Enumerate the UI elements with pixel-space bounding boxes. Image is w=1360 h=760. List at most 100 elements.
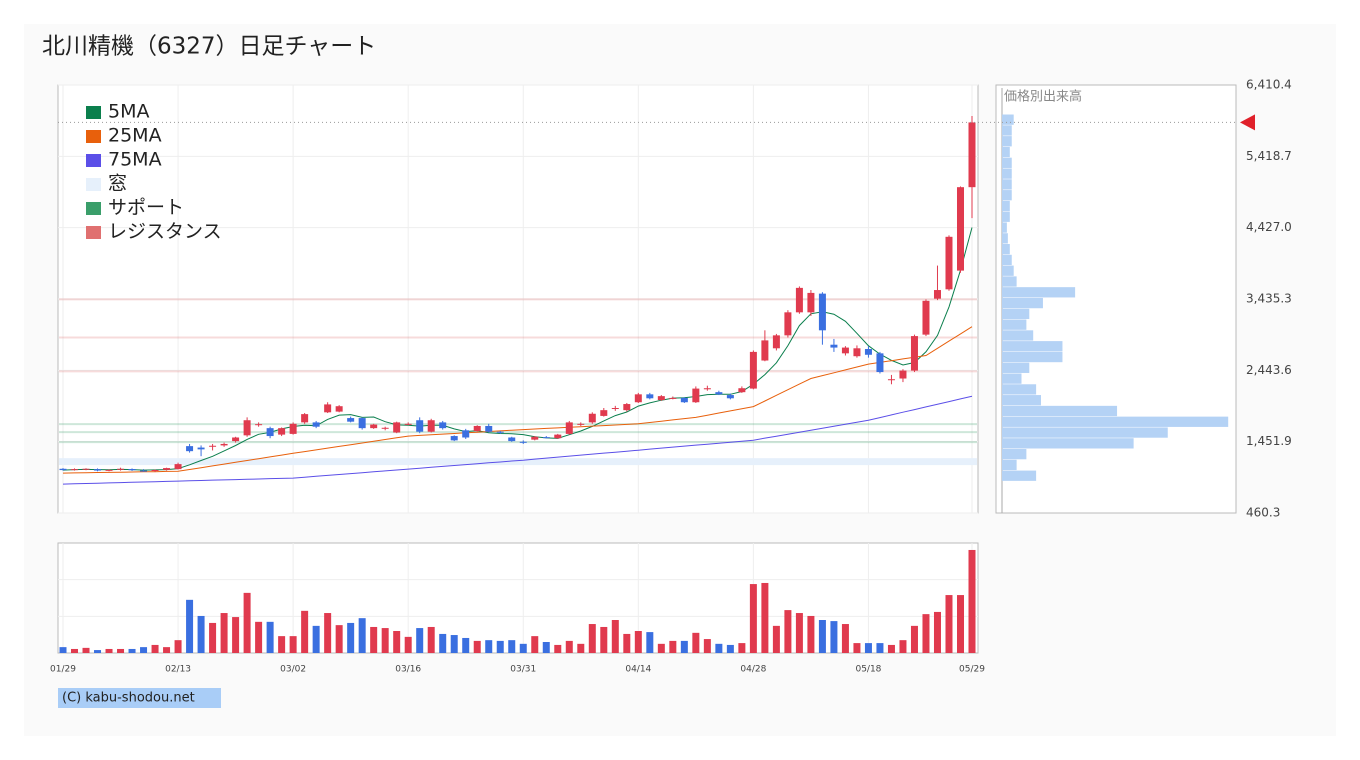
profile-bar [1002,146,1010,158]
candle-body [151,470,159,472]
profile-bar [1002,190,1012,201]
volume-bar [761,582,769,653]
volume-bar [864,643,872,653]
volume-bar [830,621,838,653]
candle-body [887,379,895,381]
profile-title: 価格別出来高 [1004,89,1082,105]
candle-body [163,468,171,470]
volume-bar [715,643,723,653]
profile-bar [1002,341,1063,352]
candle-body [715,392,723,395]
profile-bar [1002,125,1012,136]
candle-body [669,397,677,399]
volume-bar [232,617,240,653]
profile-bar [1002,233,1008,244]
volume-bar [381,628,389,653]
candle-body [439,422,447,429]
y-tick-label: 3,435.3 [1246,292,1292,306]
candle-body [301,414,309,423]
volume-bar [726,644,734,653]
legend-label: 5MA [108,101,149,123]
profile-bar [1002,254,1012,266]
profile-bar [1002,362,1030,373]
candle-body [324,404,332,413]
candle-body [289,423,297,434]
candle-body [703,388,711,390]
y-tick-label: 1,451.9 [1246,434,1292,448]
candle-body [427,420,435,432]
volume-bar [358,618,366,653]
volume-bar [128,648,136,653]
candle-body [554,434,562,439]
profile-bar [1002,114,1014,125]
candle-body [197,447,205,450]
candle-body [692,388,700,403]
volume-bar [910,625,918,653]
profile-bar [1002,200,1010,212]
volume-bar [669,640,677,653]
window-band [59,458,977,466]
copyright: (C) kabu-shodou.net [62,691,195,706]
candle-body [209,445,217,447]
candle-body [818,293,826,331]
volume-bar [554,644,562,653]
volume-bar [427,626,435,653]
profile-bar [1002,168,1012,179]
volume-bar [956,595,964,653]
legend-swatch [86,130,101,143]
candle-body [600,410,608,416]
volume-bar [876,643,884,653]
profile-bar [1002,384,1037,395]
volume-bar [255,621,263,653]
x-tick-label: 01/29 [50,665,76,675]
volume-bar [807,615,815,653]
volume-bar [82,647,90,653]
profile-bar [1002,136,1012,147]
volume-bar [278,636,286,653]
profile-bar [1002,351,1063,363]
volume-bar [163,647,171,653]
candle-body [358,418,366,429]
volume-bar [197,615,205,653]
legend-label: 窓 [108,173,127,195]
candle-body [542,437,550,439]
volume-bar [71,648,79,653]
candle-body [473,425,481,432]
candle-body [910,336,918,371]
profile-bar [1002,373,1022,384]
volume-bar [611,620,619,653]
candle-body [71,469,79,471]
candle-body [416,420,424,432]
candle-body [105,469,113,471]
volume-bar [508,640,516,653]
volume-bar [243,592,251,653]
volume-bar [646,632,654,653]
candle-body [933,290,941,299]
legend-swatch [86,226,101,239]
y-tick-label: 4,427.0 [1246,220,1292,234]
candle-body [404,423,412,425]
profile-bar [1002,319,1027,330]
profile-bar [1002,438,1134,449]
candle-body [174,464,182,470]
x-tick-label: 03/02 [280,665,306,675]
candle-body [841,347,849,354]
volume-bar [922,614,930,653]
volume-bar [692,632,700,653]
profile-bar [1002,395,1041,406]
candle-body [531,436,539,440]
candle-body [278,428,286,435]
legend-label: レジスタンス [108,221,222,243]
volume-bar [945,595,953,653]
volume-bar [220,613,228,653]
legend-swatch [86,202,101,215]
volume-bar [853,643,861,653]
volume-bar [59,647,67,653]
profile-bar [1002,276,1017,287]
volume-panel [57,542,979,654]
volume-bar [335,625,343,653]
candle-body [117,468,125,470]
volume-bar [151,644,159,653]
candle-body [830,344,838,348]
candle-body [623,404,631,411]
